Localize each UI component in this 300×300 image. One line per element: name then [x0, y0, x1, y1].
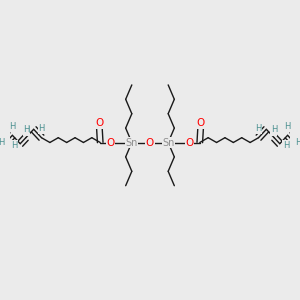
Text: H: H — [295, 138, 300, 147]
Text: O: O — [107, 137, 115, 148]
Text: H: H — [0, 138, 5, 147]
Text: H: H — [22, 125, 29, 134]
Text: O: O — [197, 118, 205, 128]
Text: H: H — [284, 122, 291, 131]
Text: H: H — [255, 124, 262, 133]
Text: O: O — [185, 137, 193, 148]
Text: H: H — [283, 141, 289, 150]
Text: H: H — [23, 126, 30, 135]
Text: H: H — [11, 141, 17, 150]
Text: H: H — [270, 126, 277, 135]
Text: O: O — [146, 137, 154, 148]
Text: O: O — [95, 118, 103, 128]
Text: Sn: Sn — [126, 137, 138, 148]
Text: H: H — [271, 125, 278, 134]
Text: H: H — [38, 124, 45, 133]
Text: Sn: Sn — [162, 137, 174, 148]
Text: H: H — [9, 122, 16, 131]
